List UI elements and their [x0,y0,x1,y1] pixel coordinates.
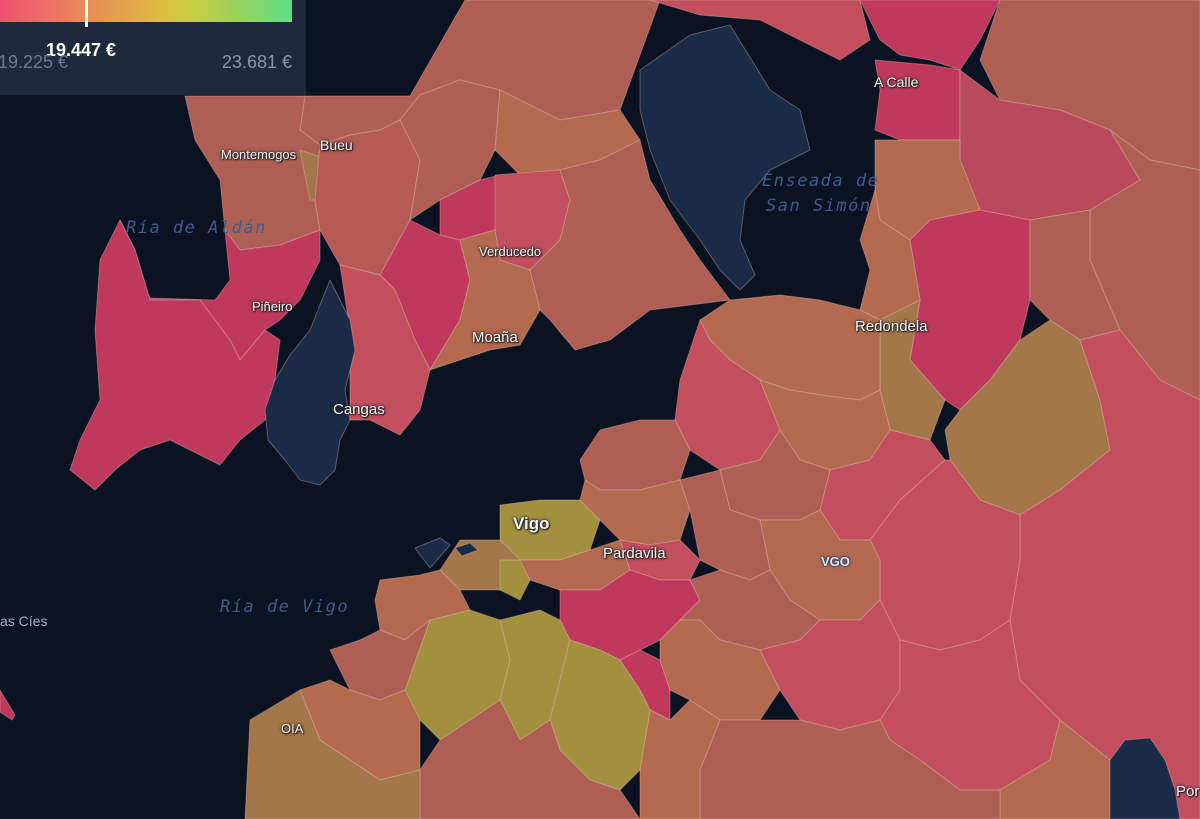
region-coast-2[interactable] [329,619,431,701]
place-label-montemogos[interactable]: Montemogos [221,147,297,162]
legend-current-value: 19.447 € [46,40,117,60]
region-coast-1[interactable] [374,569,471,641]
region-south-west-mid[interactable] [639,699,721,819]
region-cangas-south[interactable] [339,264,431,436]
place-label-verducedo[interactable]: Verducedo [479,244,542,259]
place-label-vigo[interactable]: Vigo [513,514,550,533]
legend-current-marker[interactable] [85,0,88,27]
region-vgo[interactable] [759,509,881,621]
color-legend: 19.447 € 19.225 € 23.681 € [0,0,306,95]
region-morrazo-east[interactable] [529,139,731,351]
region-island-blue-2[interactable] [454,542,479,557]
region-morrazo-b[interactable] [399,79,501,221]
region-a-calle[interactable] [874,59,961,141]
place-label-a-calle[interactable]: A Calle [874,74,919,90]
region-far-ne-pink[interactable] [859,0,1001,71]
place-label-redondela[interactable]: Redondela [855,318,928,335]
region-se-blue[interactable] [1109,737,1181,819]
legend-min-value: 19.225 € [0,52,69,72]
region-pink-tail[interactable] [619,649,671,721]
place-label-vgo[interactable]: VGO [821,554,850,569]
legend-gradient-bar [0,0,292,22]
place-label-pineiro[interactable]: Piñeiro [252,299,293,314]
place-label-pardavila[interactable]: Pardavila [603,545,666,562]
place-label-por[interactable]: Por [1176,783,1200,800]
region-vigo-5[interactable] [659,619,781,721]
water-label-ria-vigo: Ría de Vigo [220,597,350,617]
place-label-oia[interactable]: OIA [281,721,304,736]
place-label-bueu[interactable]: Bueu [320,137,353,153]
water-label-ria-aldan: Ría de Aldán [126,218,267,238]
place-label-moana[interactable]: Moaña [472,329,518,346]
region-island-blue[interactable] [414,537,451,569]
place-label-cangas[interactable]: Cangas [333,401,385,418]
region-cangas-nodata[interactable] [264,279,356,486]
water-label-ensenada-line1: Enseada de [762,171,880,191]
region-oia[interactable] [244,689,421,819]
legend-max-value: 23.681 € [221,52,292,72]
place-label-islas-cies[interactable]: as Cíes [0,613,48,629]
region-coast-3[interactable] [299,679,421,781]
region-aldan-peninsula[interactable] [69,219,281,491]
water-label-ensenada-line2: San Simón [766,196,872,216]
region-cies-island[interactable] [0,689,16,721]
region-vigo-olive-small[interactable] [499,559,531,601]
region-north-east[interactable] [649,0,871,61]
region-moana[interactable] [429,229,541,371]
region-redondela-tan[interactable] [879,299,946,441]
region-enseada-nodata[interactable] [639,24,811,291]
region-south-mid[interactable] [699,719,1001,819]
